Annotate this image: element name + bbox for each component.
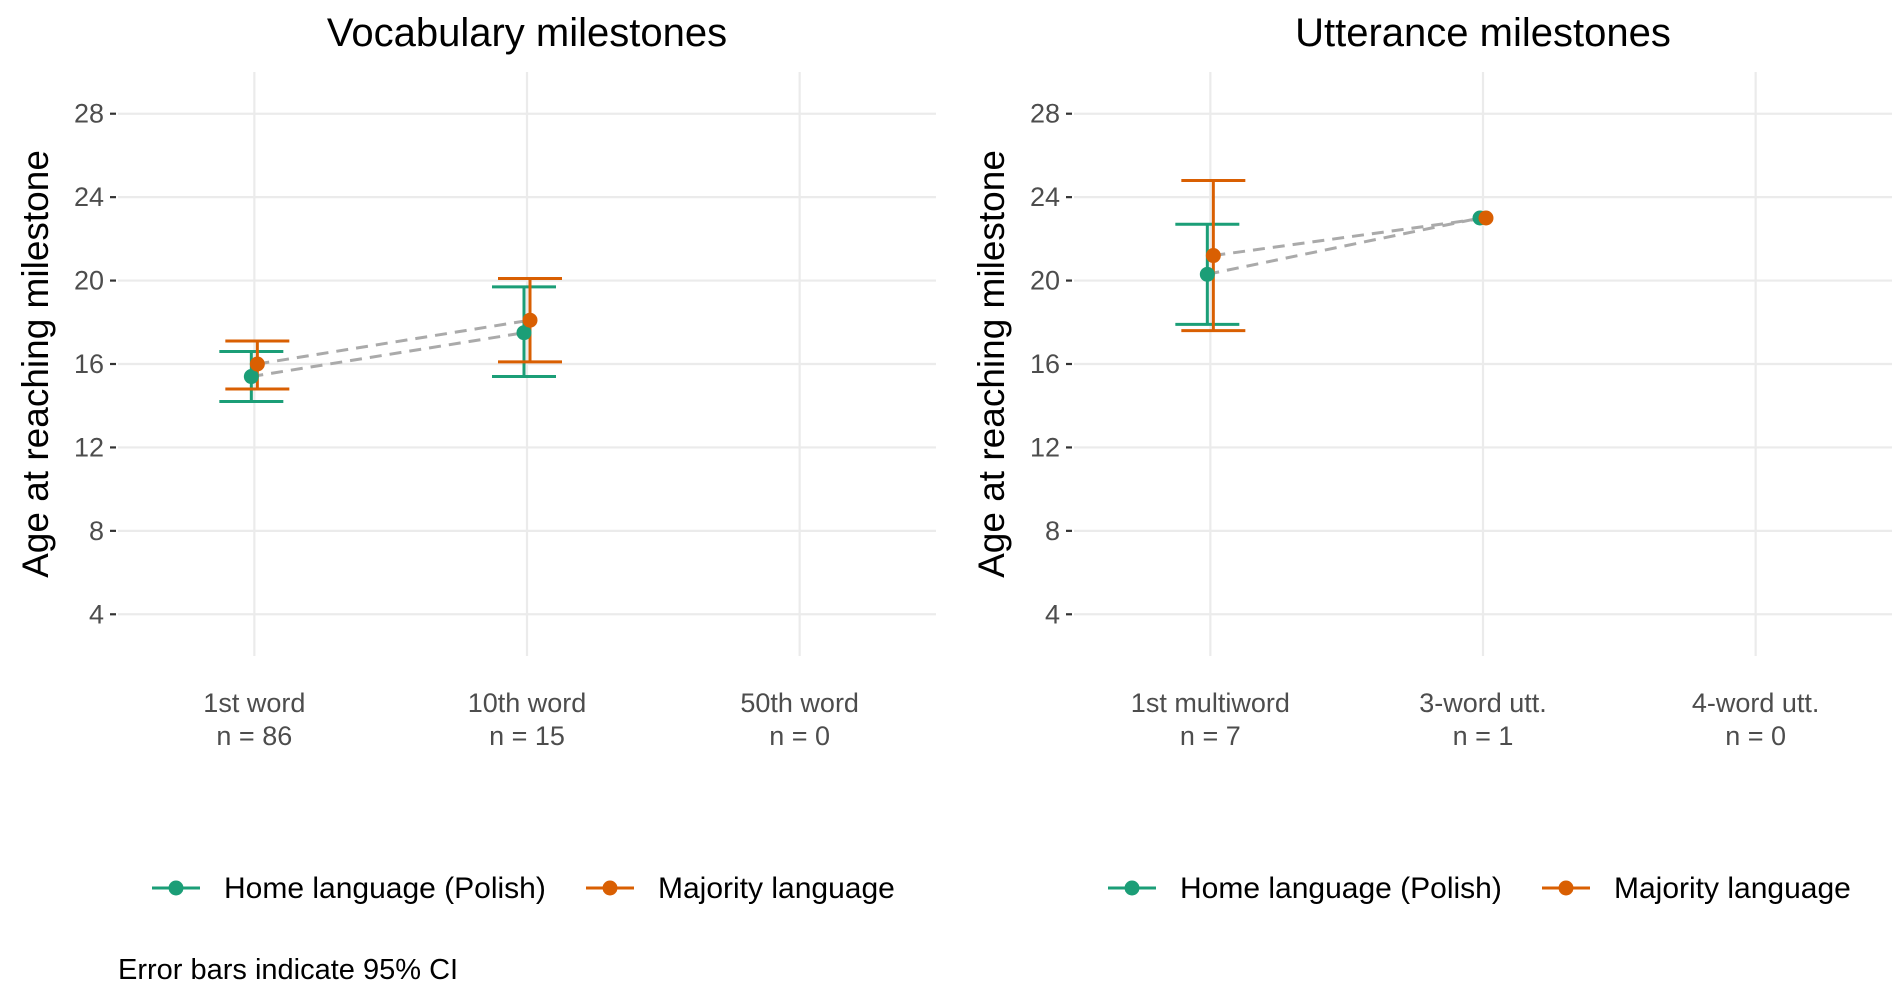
legend-key-point (602, 880, 618, 896)
data-point (516, 325, 532, 341)
series-connector-line (1213, 216, 1487, 258)
panel-title: Utterance milestones (1295, 11, 1671, 55)
data-point (1205, 248, 1221, 264)
data-point (522, 312, 538, 328)
x-tick-count: n = 7 (1180, 721, 1241, 751)
y-tick-label: 8 (1045, 516, 1060, 546)
vocabulary-milestones-panel: Vocabulary milestones 4 8 12 16 20 24 28 1st wor… (15, 11, 936, 905)
y-tick-label: 20 (1030, 266, 1060, 296)
series-connector-line (257, 318, 531, 366)
x-tick-label: 3-word utt. (1419, 688, 1547, 718)
y-tick-label: 12 (1030, 432, 1060, 462)
x-tick-count: n = 86 (216, 721, 292, 751)
data-point (249, 356, 265, 372)
y-tick-label: 4 (1045, 599, 1060, 629)
x-tick-label: 10th word (468, 688, 587, 718)
caption-note: Error bars indicate 95% CI (118, 954, 458, 986)
data-point (243, 369, 259, 385)
y-axis-label: Age at reaching milestone (15, 150, 56, 578)
y-tick-label: 24 (1030, 182, 1060, 212)
legend-label: Home language (Polish) (224, 872, 546, 905)
y-tick-label: 16 (1030, 349, 1060, 379)
legend-key-point (1558, 880, 1574, 896)
panel-title: Vocabulary milestones (327, 11, 727, 55)
y-tick-label: 4 (89, 599, 104, 629)
x-tick-label: 50th word (740, 688, 859, 718)
x-tick-count: n = 15 (489, 721, 565, 751)
legend-key-point (1124, 880, 1140, 896)
x-tick-count: n = 1 (1453, 721, 1514, 751)
utterance-milestones-panel: Utterance milestones 4 8 12 16 20 24 28 1st mult… (971, 11, 1892, 905)
y-tick-label: 20 (74, 266, 104, 296)
x-tick-label: 1st multiword (1131, 688, 1290, 718)
y-tick-label: 24 (74, 182, 104, 212)
series-connector-line (251, 331, 525, 378)
data-point (1478, 210, 1494, 226)
legend-label: Majority language (658, 872, 895, 905)
y-axis-label: Age at reaching milestone (971, 150, 1012, 578)
y-tick-label: 28 (74, 99, 104, 129)
data-point (1199, 266, 1215, 282)
legend-key-point (168, 880, 184, 896)
x-tick-count: n = 0 (1725, 721, 1786, 751)
series-connector-line (1207, 216, 1481, 276)
y-tick-label: 12 (74, 432, 104, 462)
y-tick-label: 8 (89, 516, 104, 546)
legend-label: Majority language (1614, 872, 1851, 905)
x-tick-label: 4-word utt. (1692, 688, 1820, 718)
legend-label: Home language (Polish) (1180, 872, 1502, 905)
x-tick-count: n = 0 (769, 721, 830, 751)
y-tick-label: 28 (1030, 99, 1060, 129)
y-tick-label: 16 (74, 349, 104, 379)
x-tick-label: 1st word (203, 688, 305, 718)
